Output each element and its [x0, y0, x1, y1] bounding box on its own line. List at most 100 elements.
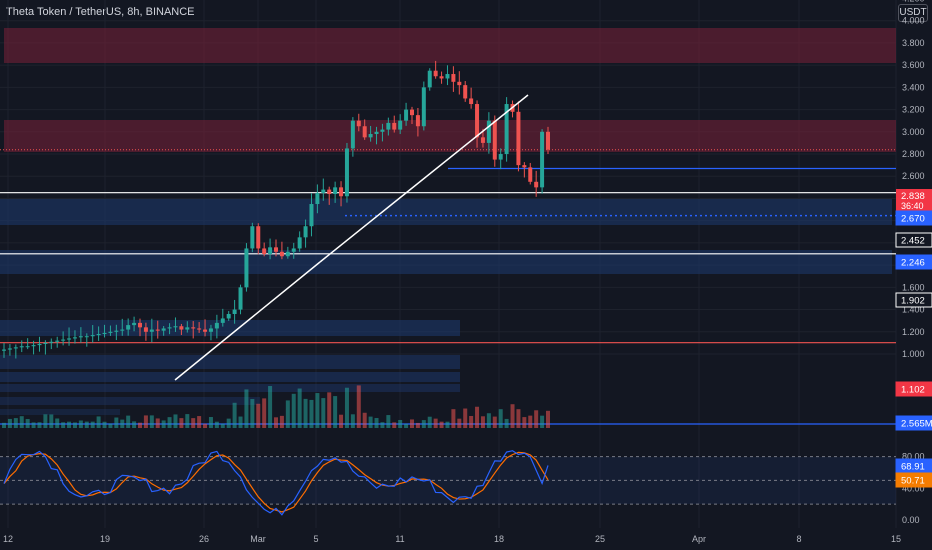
volume-bar [102, 421, 107, 428]
candle-body [504, 104, 509, 155]
candle-body [55, 340, 60, 342]
candle-body [475, 104, 480, 138]
volume-bar [96, 416, 101, 428]
candle-body [333, 187, 338, 195]
candle-body [327, 189, 332, 195]
candle-body [362, 126, 367, 138]
volume-bar [203, 423, 208, 428]
candle-body [339, 187, 344, 197]
candle-body [149, 329, 154, 332]
volume-bar [433, 418, 438, 428]
countdown-badge: 36:40 [901, 201, 924, 211]
volume-bar [516, 409, 521, 428]
candle-body [368, 134, 373, 138]
volume-bar [2, 422, 6, 428]
candle-body [486, 120, 491, 143]
candle-body [61, 339, 66, 341]
level-badge-2670-bg [895, 210, 932, 226]
candle-body [67, 338, 72, 340]
price-tick-label: 2.600 [902, 171, 925, 181]
volume-bar [380, 422, 385, 428]
volume-bar [214, 421, 219, 428]
candle-body [268, 247, 273, 255]
date-tick-label: 11 [395, 534, 404, 544]
zone-box [0, 372, 460, 382]
candle-body [492, 120, 497, 160]
volume-bar [90, 421, 95, 428]
volume-bar [344, 387, 349, 428]
volume-bar [475, 406, 480, 428]
volume-bar [25, 419, 30, 428]
chart-title: Theta Token / TetherUS, 8h, BINANCE [6, 6, 195, 18]
volume-bar [356, 385, 361, 428]
candle-body [19, 346, 24, 348]
volume-bar [469, 415, 474, 428]
volume-bar [43, 414, 48, 428]
candle-body [203, 329, 208, 332]
volume-bar [268, 386, 273, 428]
date-tick-label: 15 [891, 534, 901, 544]
candle-body [303, 226, 308, 238]
volume-bar [250, 399, 255, 428]
candle-body [445, 74, 450, 79]
candle-body [433, 70, 438, 77]
date-tick-label: 26 [199, 534, 209, 544]
candle-body [315, 192, 320, 205]
candle-body [214, 322, 219, 329]
volume-bar [540, 415, 545, 428]
zone-box [0, 320, 460, 336]
volume-bar [398, 419, 403, 428]
candle-body [126, 325, 131, 330]
volume-bar [238, 416, 243, 428]
candle-body [72, 337, 77, 339]
candle-body [274, 247, 278, 252]
price-tick-label: 3.600 [902, 60, 925, 70]
candle-body [179, 326, 184, 330]
candle-body [2, 349, 6, 351]
volume-bar [528, 415, 533, 428]
trendline-support [174, 261, 321, 381]
price-tick-label: 4.200 [902, 0, 925, 3]
volume-bar [37, 422, 42, 428]
level-badge-1102: 1.102 [901, 385, 925, 396]
volume-badge-bg [895, 415, 932, 431]
candle-body [380, 129, 385, 132]
date-tick-label: Mar [250, 534, 266, 544]
volume-bar [226, 418, 231, 428]
price-tick-label: 1.400 [902, 305, 925, 315]
level-badge-2246-bg [895, 254, 932, 270]
zone-box [4, 28, 896, 63]
candle-body [208, 328, 213, 332]
volume-bar [143, 415, 148, 428]
level-badge-1102-bg [895, 381, 932, 397]
price-tick-label: 2.800 [902, 149, 925, 159]
candle-body [173, 326, 178, 328]
candle-body [167, 327, 172, 329]
candle-body [457, 81, 462, 86]
candle-body [232, 309, 237, 315]
volume-bar [480, 416, 485, 428]
zone-box [0, 199, 892, 225]
volume-bar [457, 418, 462, 428]
zone-box [0, 409, 120, 415]
candle-body [297, 237, 302, 249]
d-value-badge: 50.71 [901, 476, 925, 487]
last-price-badge: 2.838 [901, 191, 925, 202]
candle-body [90, 335, 95, 337]
candle-body [43, 342, 48, 345]
candle-body [185, 327, 190, 330]
candle-body [37, 344, 42, 346]
date-tick-label: 8 [796, 534, 801, 544]
volume-bar [445, 421, 450, 428]
last-price-badge-bg [896, 189, 932, 211]
volume-bar [232, 402, 237, 428]
volume-bar [439, 421, 444, 428]
candle-body [285, 251, 290, 257]
volume-bar [315, 393, 320, 428]
volume-bar [55, 418, 60, 428]
volume-bar [415, 422, 420, 428]
candle-body [350, 120, 355, 149]
currency-button[interactable]: USDT [898, 4, 928, 22]
candle-body [25, 346, 30, 348]
